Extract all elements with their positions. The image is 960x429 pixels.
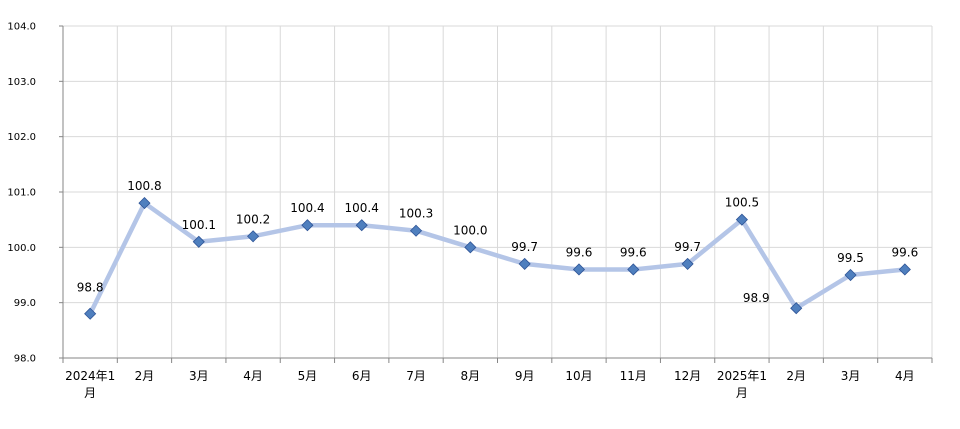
data-point — [138, 197, 151, 210]
data-label: 99.6 — [620, 245, 647, 259]
data-point — [518, 257, 531, 270]
y-tick-label: 98.0 — [14, 354, 36, 365]
series — [84, 197, 911, 320]
y-tick-label: 104.0 — [7, 22, 36, 33]
x-tick-label: 3月 — [841, 369, 861, 383]
data-labels: 98.8 100.8 100.1 100.2 100.4 100.4 100.3 100.0 9… — [77, 179, 918, 305]
x-tick-label: 6月 — [352, 369, 372, 383]
data-point — [84, 307, 97, 320]
data-point — [301, 219, 314, 232]
x-axis-ticks: 2024年1 月 2月 3月 4月 5月 6月 7月 8月 9月 10月 11月 12月 2025年1 月 2… — [65, 369, 915, 400]
x-tick-label: 11月 — [620, 369, 647, 383]
x-tick-label: 10月 — [565, 369, 592, 383]
data-point — [409, 224, 423, 237]
y-tick-label: 100.0 — [7, 243, 36, 254]
data-point — [192, 235, 205, 248]
data-label: 99.7 — [674, 240, 701, 254]
x-tick-label: 2月 — [786, 369, 806, 383]
data-label: 100.5 — [725, 196, 759, 210]
y-axis-ticks: 98.0 99.0 100.0 101.0 102.0 103.0 104.0 — [7, 22, 36, 365]
data-label: 100.4 — [345, 201, 379, 215]
data-label: 100.0 — [453, 223, 487, 237]
axes — [59, 25, 933, 363]
data-point — [790, 302, 803, 315]
x-tick-label: 7月 — [406, 369, 426, 383]
y-tick-label: 99.0 — [14, 298, 36, 309]
x-tick-label: 4月 — [895, 369, 915, 383]
x-tick-label: 5月 — [298, 369, 318, 383]
x-tick-label: 3月 — [189, 369, 209, 383]
data-label: 100.2 — [236, 212, 270, 226]
y-tick-label: 101.0 — [7, 188, 36, 199]
y-tick-label: 103.0 — [7, 77, 36, 88]
x-tick-label: 4月 — [243, 369, 263, 383]
data-label: 100.8 — [127, 179, 161, 193]
x-tick-label: 2025年1 月 — [717, 369, 767, 400]
y-tick-label: 102.0 — [7, 132, 36, 143]
x-tick-label: 12月 — [674, 369, 701, 383]
x-tick-label: 2024年1 月 — [65, 369, 115, 400]
data-label: 98.8 — [77, 281, 104, 295]
data-point — [464, 241, 477, 254]
data-label: 100.1 — [182, 218, 216, 232]
x-tick-label: 9月 — [515, 369, 535, 383]
data-label: 99.6 — [891, 245, 918, 259]
x-tick-label: 8月 — [461, 369, 481, 383]
data-point — [735, 213, 748, 226]
data-label: 99.5 — [837, 251, 864, 265]
x-tick-label: 2月 — [135, 369, 155, 383]
data-label: 99.7 — [511, 240, 538, 254]
grid — [63, 25, 933, 358]
data-point — [681, 257, 694, 270]
data-point — [627, 263, 640, 276]
data-label: 100.3 — [399, 207, 433, 221]
data-label: 98.9 — [743, 291, 770, 305]
data-label: 100.4 — [290, 201, 324, 215]
data-point — [844, 268, 857, 282]
data-point — [247, 230, 260, 243]
data-point — [355, 219, 368, 232]
data-point — [898, 263, 911, 276]
data-point — [572, 263, 586, 276]
data-label: 99.6 — [566, 245, 593, 259]
series-line — [87, 200, 908, 316]
